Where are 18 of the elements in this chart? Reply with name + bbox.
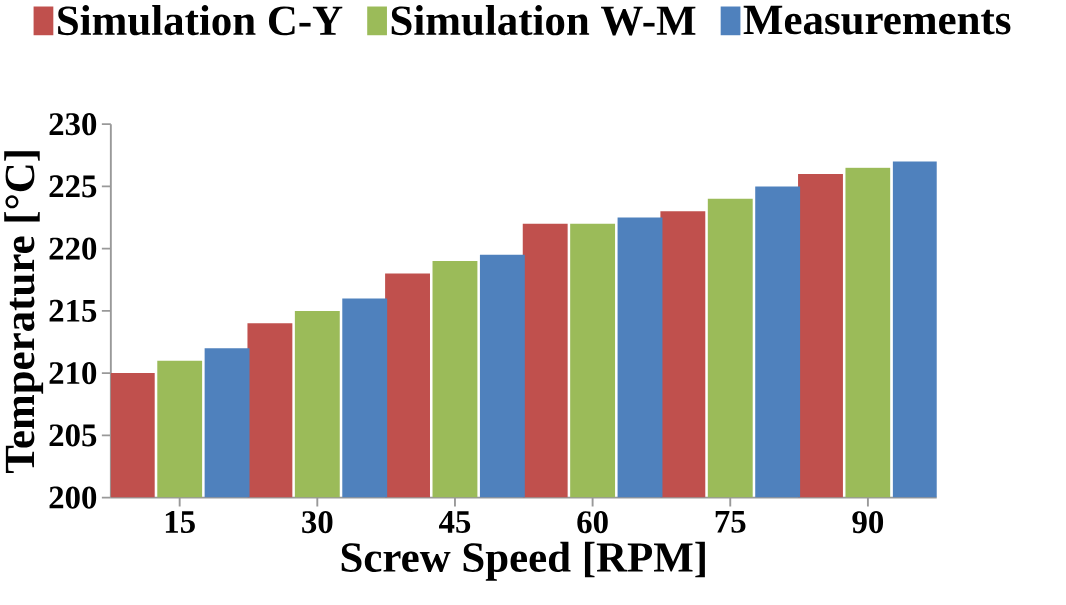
x-tick-label: 15 [165,510,195,533]
y-tick-label: 215 [49,299,97,322]
y-axis-title: Temperature [°C] [4,151,44,473]
y-tick-label: 210 [49,361,97,385]
legend-label: Measurements [743,5,1011,35]
x-tick-label: 75 [715,510,746,533]
y-tick-label: 220 [49,237,97,260]
y-tick-label: 200 [49,486,97,509]
x-tick-label: 90 [852,510,884,534]
y-tick-label: 205 [49,424,97,447]
x-tick-label: 45 [439,510,471,533]
y-tick-label: 225 [49,175,97,198]
legend-label: Simulation W-M [391,4,696,36]
x-axis-title: Screw Speed [RPM] [341,541,705,581]
x-tick-label: 30 [302,510,333,534]
legend-label: Simulation C-Y [58,4,343,36]
y-tick-label: 230 [49,112,97,136]
x-tick-label: 60 [577,510,608,534]
